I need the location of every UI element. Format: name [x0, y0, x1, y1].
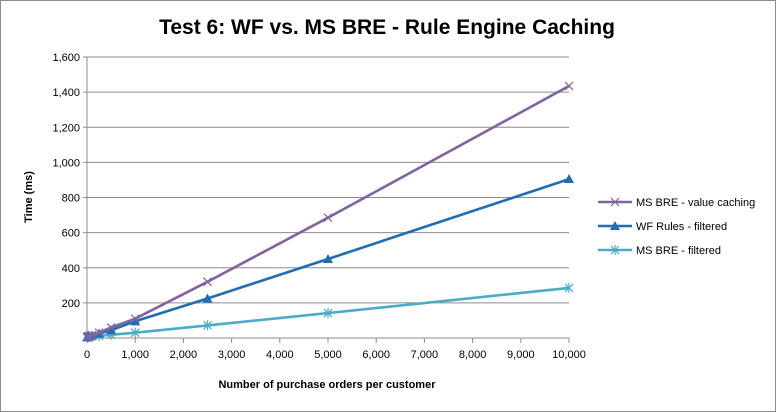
- data-point: [130, 327, 140, 338]
- marker-stroke: [106, 323, 116, 332]
- data-point: [610, 197, 620, 207]
- x-tick-label: 3,000: [218, 349, 246, 361]
- series-ms-bre-filtered: [82, 282, 574, 343]
- marker-stroke: [94, 328, 104, 338]
- data-point: [564, 174, 574, 184]
- data-point: [323, 253, 333, 263]
- data-point: [323, 213, 333, 223]
- x-tick-label: 8,000: [459, 349, 487, 361]
- x-tick-label: 6,000: [362, 349, 390, 361]
- marker-shape: [202, 293, 213, 303]
- data-point: [130, 316, 141, 326]
- marker-stroke: [84, 331, 94, 341]
- data-point: [564, 81, 574, 91]
- series-line: [86, 84, 570, 339]
- data-point: [323, 308, 333, 319]
- y-tick-label: 1,200: [52, 122, 80, 134]
- marker-stroke: [87, 330, 97, 340]
- legend: MS BRE - value caching WF Rules - filtere…: [598, 197, 755, 257]
- y-tick-label: 1,400: [52, 87, 80, 99]
- x-tick-label: 2,000: [170, 349, 198, 361]
- data-point: [564, 282, 574, 293]
- marker-stroke: [323, 213, 333, 223]
- legend-label: MS BRE - filtered: [636, 245, 721, 257]
- data-point: [84, 331, 94, 341]
- x-tick-label: 1,000: [121, 349, 149, 361]
- data-point: [203, 277, 212, 287]
- x-tick-label: 7,000: [411, 349, 439, 361]
- data-point: [106, 325, 117, 335]
- x-tick-label: 5,000: [314, 349, 342, 361]
- x-tick-label: 0: [84, 349, 90, 361]
- marker-shape: [130, 316, 141, 326]
- data-point: [106, 323, 116, 332]
- y-tick-label: 600: [62, 228, 80, 240]
- data-point: [87, 330, 97, 340]
- marker-stroke: [610, 197, 620, 207]
- data-point: [610, 221, 620, 230]
- legend-item: MS BRE - value caching: [598, 197, 755, 209]
- marker-shape: [564, 174, 574, 184]
- x-tick-label: 10,000: [552, 349, 586, 361]
- data-point: [130, 314, 140, 324]
- marker-stroke: [203, 277, 212, 287]
- marker-shape: [106, 325, 117, 335]
- y-tick-label: 200: [62, 298, 80, 310]
- x-tick-label: 9,000: [507, 349, 535, 361]
- marker-shape: [323, 253, 333, 263]
- x-tick-label: 4,000: [266, 349, 294, 361]
- y-tick-label: 1,000: [52, 157, 80, 169]
- legend-label: MS BRE - value caching: [636, 197, 755, 209]
- axes: [83, 56, 570, 343]
- y-tick-label: 400: [62, 263, 80, 275]
- legend-item: MS BRE - filtered: [598, 245, 721, 257]
- marker-stroke: [130, 314, 140, 324]
- data-point: [203, 320, 212, 331]
- marker-shape: [610, 221, 620, 230]
- y-tick-label: 800: [62, 193, 80, 205]
- y-tick-labels: 200 400 600 800 1,000 1,200 1,400 1,600: [52, 52, 80, 310]
- legend-label: WF Rules - filtered: [636, 221, 727, 233]
- data-point: [202, 293, 213, 303]
- legend-item: WF Rules - filtered: [598, 221, 727, 233]
- x-axis-label: Number of purchase orders per customer: [218, 379, 436, 391]
- marker-stroke: [564, 81, 574, 91]
- y-tick-label: 1,600: [52, 52, 80, 64]
- data-point: [94, 328, 104, 338]
- chart-title: Test 6: WF vs. MS BRE - Rule Engine Cach…: [159, 16, 615, 39]
- data-point: [610, 245, 620, 255]
- x-tick-labels: 0 1,000 2,000 3,000 4,000 5,000 6,000 7,000 8,00…: [84, 349, 586, 361]
- series-layer: [82, 81, 574, 343]
- y-axis-label: Time (ms): [23, 171, 35, 223]
- series-ms-bre-value-caching: [82, 81, 574, 342]
- gridlines: [87, 56, 569, 304]
